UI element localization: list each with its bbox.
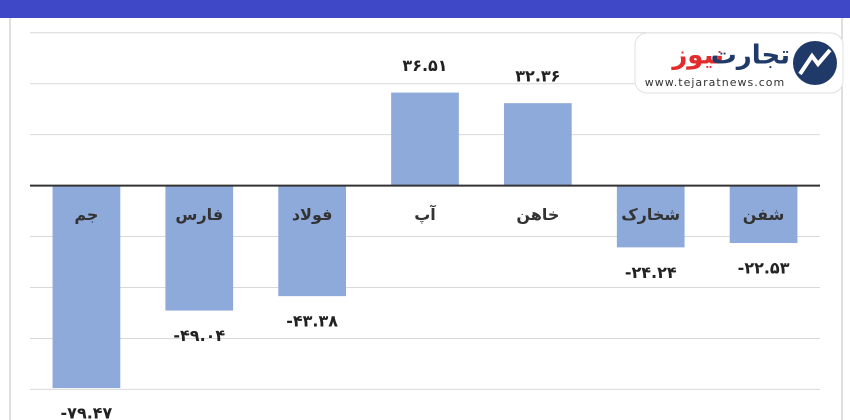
category-label: شفن — [743, 205, 785, 224]
category-label: جم — [74, 205, 98, 224]
value-label: -۴۳.۳۸ — [286, 312, 338, 331]
bar — [52, 185, 121, 389]
logo-box — [634, 32, 844, 94]
bar — [278, 185, 346, 297]
value-label: ۳۶.۵۱ — [402, 56, 447, 75]
value-label: ۳۲.۳۶ — [515, 67, 560, 86]
category-label: فارس — [175, 205, 223, 224]
bar — [729, 185, 798, 244]
value-label: -۷۹.۴۷ — [61, 404, 113, 420]
value-label: -۲۲.۵۳ — [738, 259, 790, 278]
bar — [504, 103, 572, 186]
category-label: خاهن — [516, 205, 559, 224]
value-label: -۴۹.۰۴ — [173, 326, 225, 345]
logo-icon-arrow — [798, 48, 832, 76]
logo-word: تجارت — [711, 41, 790, 71]
value-label: -۲۴.۲۴ — [625, 263, 677, 282]
logo-url: www.tejaratnews.com — [645, 76, 785, 89]
category-label: فولاد — [292, 205, 333, 224]
bar — [616, 185, 685, 248]
logo: نیوز تجارت www.tejaratnews.com — [634, 32, 844, 94]
category-label: شخارک — [621, 205, 680, 224]
logo-word: نیوز — [670, 41, 724, 71]
category-label: آپ — [414, 204, 436, 225]
plot-area: جم -۷۹.۴۷ فارس -۴۹.۰۴ فولاد -۴۳.۳۸ آپ ۳۶.۵۱ خاهن… — [30, 32, 820, 420]
header-bar — [0, 0, 850, 18]
bar — [165, 185, 234, 311]
bar — [391, 92, 459, 186]
